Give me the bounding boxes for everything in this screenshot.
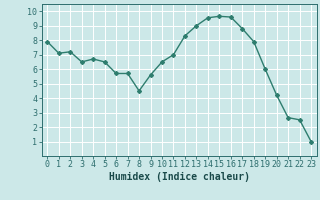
X-axis label: Humidex (Indice chaleur): Humidex (Indice chaleur): [109, 172, 250, 182]
